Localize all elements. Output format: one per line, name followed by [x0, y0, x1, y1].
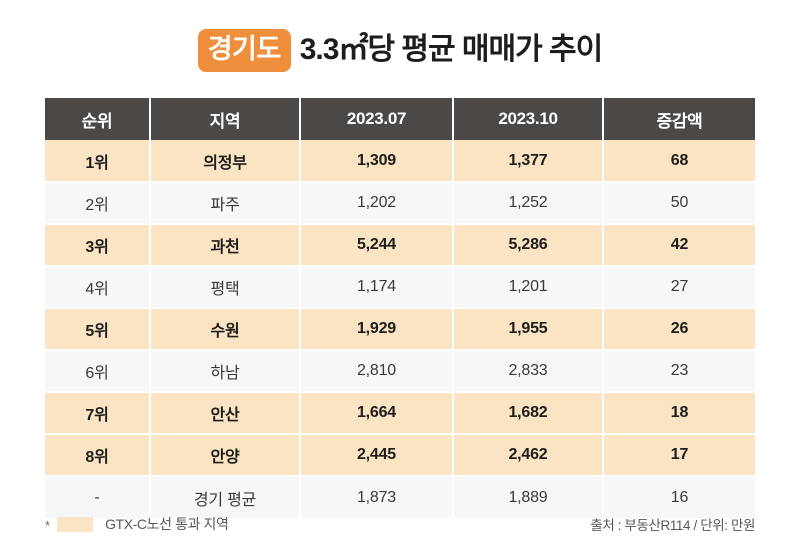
cell-oct: 5,286 [453, 224, 604, 267]
table-header-row: 순위 지역 2023.07 2023.10 증감액 [45, 98, 755, 140]
cell-rank: 5위 [45, 308, 151, 351]
cell-rank: - [45, 476, 151, 518]
table-row: 1위 의정부 1,309 1,377 68 [45, 140, 755, 183]
cell-area: 안산 [150, 392, 301, 435]
table-row: 5위 수원 1,929 1,955 26 [45, 308, 755, 351]
cell-area: 파주 [150, 182, 301, 225]
cell-rank: 7위 [45, 392, 151, 435]
cell-rank: 4위 [45, 266, 151, 309]
cell-diff: 68 [603, 140, 755, 183]
table-row: 7위 안산 1,664 1,682 18 [45, 392, 755, 435]
page-title-text: 3.3㎡당 평균 매매가 추이 [299, 33, 604, 66]
cell-area: 과천 [150, 224, 301, 267]
column-header-oct: 2023.10 [453, 98, 604, 140]
legend-label: GTX-C노선 통과 지역 [105, 516, 229, 532]
cell-jul: 1,664 [300, 392, 454, 435]
column-header-diff: 증감액 [603, 98, 755, 140]
cell-jul: 1,929 [300, 308, 454, 351]
cell-rank: 2위 [45, 182, 151, 225]
cell-jul: 2,810 [300, 350, 454, 393]
cell-oct: 1,252 [453, 182, 604, 225]
cell-oct: 1,955 [453, 308, 604, 351]
price-table-container: 순위 지역 2023.07 2023.10 증감액 1위 의정부 1,309 1… [45, 98, 755, 518]
legend-color-swatch [57, 516, 94, 532]
cell-jul: 1,202 [300, 182, 454, 225]
cell-oct: 1,377 [453, 140, 604, 183]
page-title: 경기도 3.3㎡당 평균 매매가 추이 [0, 26, 800, 74]
source-note: 출처 : 부동산R114 / 단위: 만원 [590, 518, 755, 533]
cell-diff: 42 [603, 224, 755, 267]
cell-diff: 16 [603, 476, 755, 518]
asterisk-icon: * [45, 517, 51, 533]
cell-diff: 17 [603, 434, 755, 477]
column-header-area: 지역 [150, 98, 301, 140]
region-badge: 경기도 [197, 28, 291, 72]
cell-area: 평택 [150, 266, 301, 309]
table-row: 6위 하남 2,810 2,833 23 [45, 350, 755, 393]
cell-rank: 1위 [45, 140, 151, 183]
cell-diff: 50 [603, 182, 755, 225]
cell-area: 수원 [150, 308, 301, 351]
cell-area: 안양 [150, 434, 301, 477]
column-header-rank: 순위 [45, 98, 151, 140]
cell-jul: 1,309 [300, 140, 454, 183]
cell-rank: 6위 [45, 350, 151, 393]
cell-diff: 26 [603, 308, 755, 351]
price-table: 순위 지역 2023.07 2023.10 증감액 1위 의정부 1,309 1… [45, 98, 755, 518]
cell-oct: 1,889 [453, 476, 604, 518]
cell-oct: 1,682 [453, 392, 604, 435]
cell-jul: 1,873 [300, 476, 454, 518]
cell-jul: 1,174 [300, 266, 454, 309]
cell-oct: 2,833 [453, 350, 604, 393]
legend: * GTX-C노선 통과 지역 [45, 514, 229, 534]
cell-jul: 2,445 [300, 434, 454, 477]
cell-diff: 18 [603, 392, 755, 435]
cell-area: 의정부 [150, 140, 301, 183]
cell-area: 하남 [150, 350, 301, 393]
cell-diff: 27 [603, 266, 755, 309]
cell-jul: 5,244 [300, 224, 454, 267]
table-body: 1위 의정부 1,309 1,377 68 2위 파주 1,202 1,252 … [45, 140, 755, 518]
cell-rank: 3위 [45, 224, 151, 267]
column-header-jul: 2023.07 [300, 98, 454, 140]
footer: * GTX-C노선 통과 지역 출처 : 부동산R114 / 단위: 만원 [45, 513, 755, 535]
table-header: 순위 지역 2023.07 2023.10 증감액 [45, 98, 755, 140]
table-row: - 경기 평균 1,873 1,889 16 [45, 476, 755, 518]
cell-rank: 8위 [45, 434, 151, 477]
cell-oct: 2,462 [453, 434, 604, 477]
table-row: 8위 안양 2,445 2,462 17 [45, 434, 755, 477]
table-row: 2위 파주 1,202 1,252 50 [45, 182, 755, 225]
cell-diff: 23 [603, 350, 755, 393]
cell-oct: 1,201 [453, 266, 604, 309]
table-row: 4위 평택 1,174 1,201 27 [45, 266, 755, 309]
table-row: 3위 과천 5,244 5,286 42 [45, 224, 755, 267]
cell-area: 경기 평균 [150, 476, 301, 518]
